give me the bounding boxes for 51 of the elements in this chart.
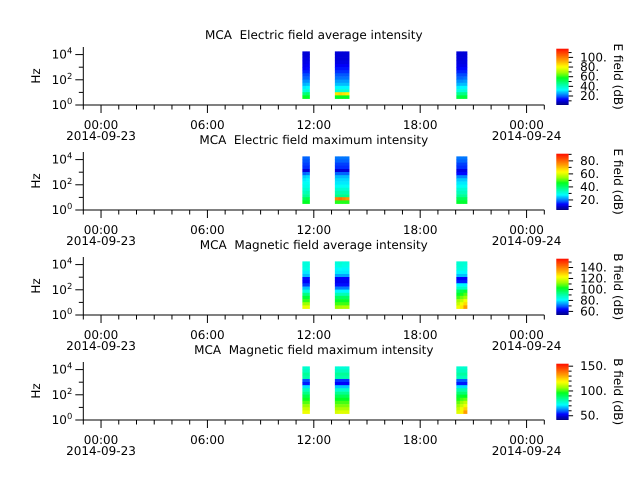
x-tick-label: 06:00 (190, 328, 225, 342)
y-tick-label: 10$^{2}$ (52, 281, 72, 298)
x-tick-label: 12:00 (296, 433, 332, 448)
y-tick-label: 10$^{4}$ (52, 46, 72, 62)
color-bar-label: 50. (580, 409, 600, 424)
color-bar-title: B field (dB) (611, 254, 625, 320)
color-bar-label: 150. (580, 359, 607, 374)
chart-title: MCA Magnetic field maximum intensity (194, 343, 434, 358)
y-axis-title: Hz (29, 384, 43, 399)
y-tick-label: 10$^{0}$ (52, 411, 72, 428)
x-tick-label: 12:00 (296, 223, 332, 238)
y-tick-label: 10$^{0}$ (52, 201, 72, 218)
color-bar-title: E field (dB) (611, 44, 625, 110)
y-tick-label: 10$^{4}$ (52, 360, 72, 377)
x-tick-label: 00:00 2014-09-24 (492, 328, 562, 354)
y-tick-label: 10$^{2}$ (52, 176, 72, 192)
x-tick-label: 00:00 2014-09-23 (66, 433, 136, 458)
x-tick-label: 00:00 2014-09-23 (66, 328, 136, 354)
x-tick-label: 00:00 2014-09-24 (492, 433, 562, 458)
x-tick-label: 06:00 (190, 118, 225, 132)
x-tick-label: 00:00 2014-09-24 (492, 223, 562, 248)
x-tick-label: 18:00 (402, 223, 438, 238)
color-bar-label: 80. (580, 154, 600, 168)
y-tick-label: 10$^{0}$ (52, 96, 72, 112)
x-tick-label: 12:00 (296, 118, 332, 132)
color-bar-label: 60. (580, 167, 600, 182)
y-tick-label: 10$^{4}$ (52, 256, 72, 272)
x-tick-label: 12:00 (296, 328, 332, 342)
y-axis-title: Hz (29, 174, 43, 189)
x-tick-label: 18:00 (402, 118, 438, 132)
x-tick-label: 00:00 2014-09-23 (66, 118, 136, 144)
color-bar-label: 100. (580, 384, 607, 398)
x-tick-label: 18:00 (402, 433, 438, 448)
color-bar-label: 40. (580, 180, 600, 194)
chart-title: MCA Magnetic field average intensity (200, 238, 428, 252)
color-bar-label: 20. (580, 193, 600, 208)
y-tick-label: 10$^{2}$ (52, 71, 72, 88)
x-tick-label: 00:00 2014-09-24 (492, 118, 562, 144)
y-tick-label: 10$^{4}$ (52, 150, 72, 167)
y-axis-title: Hz (29, 68, 43, 84)
chart-title: MCA Electric field average intensity (205, 28, 423, 42)
color-bar-title: E field (dB) (611, 148, 625, 216)
x-tick-label: 18:00 (402, 328, 438, 342)
x-tick-label: 00:00 2014-09-23 (66, 223, 136, 248)
x-tick-label: 06:00 (190, 433, 225, 448)
y-tick-label: 10$^{2}$ (52, 386, 72, 402)
chart-title: MCA Electric field maximum intensity (199, 133, 428, 148)
y-tick-label: 10$^{0}$ (52, 306, 72, 322)
y-axis-title: Hz (29, 278, 43, 294)
color-bar-title: B field (dB) (611, 358, 625, 426)
x-tick-label: 06:00 (190, 223, 225, 238)
